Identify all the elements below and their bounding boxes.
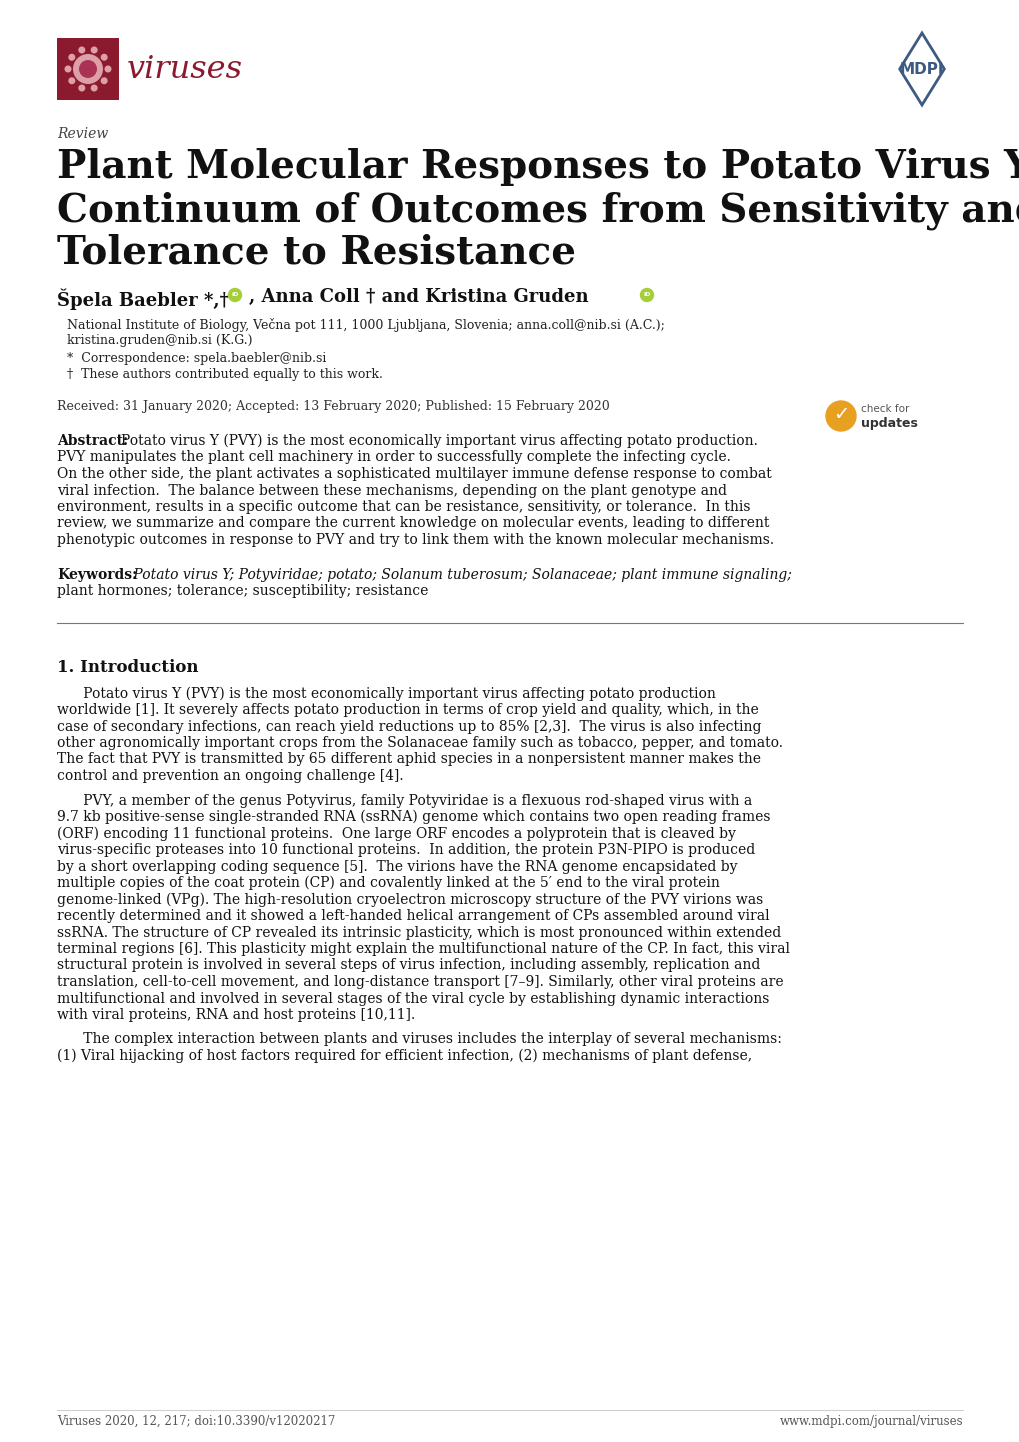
Text: *  Correspondence: spela.baebler@nib.si: * Correspondence: spela.baebler@nib.si [67,352,326,365]
Text: PVY manipulates the plant cell machinery in order to successfully complete the i: PVY manipulates the plant cell machinery… [57,450,731,464]
Text: phenotypic outcomes in response to PVY and try to link them with the known molec: phenotypic outcomes in response to PVY a… [57,534,773,547]
Text: Keywords:: Keywords: [57,568,138,581]
Text: with viral proteins, RNA and host proteins [10,11].: with viral proteins, RNA and host protei… [57,1008,415,1022]
Text: other agronomically important crops from the Solanaceae family such as tobacco, : other agronomically important crops from… [57,735,783,750]
Text: Viruses 2020, 12, 217; doi:10.3390/v12020217: Viruses 2020, 12, 217; doi:10.3390/v1202… [57,1415,335,1428]
Text: translation, cell-to-cell movement, and long-distance transport [7–9]. Similarly: translation, cell-to-cell movement, and … [57,975,783,989]
Circle shape [78,46,86,53]
Circle shape [101,78,108,84]
Text: plant hormones; tolerance; susceptibility; resistance: plant hormones; tolerance; susceptibilit… [57,584,428,598]
Circle shape [825,401,855,431]
Text: †  These authors contributed equally to this work.: † These authors contributed equally to t… [67,368,382,381]
Circle shape [640,288,653,301]
Circle shape [68,53,75,61]
Circle shape [68,78,75,84]
Text: environment, results in a specific outcome that can be resistance, sensitivity, : environment, results in a specific outco… [57,500,750,513]
Text: ✓: ✓ [832,405,849,424]
Text: virus-specific proteases into 10 functional proteins.  In addition, the protein : virus-specific proteases into 10 functio… [57,844,754,857]
Circle shape [228,288,242,301]
Circle shape [78,85,86,91]
Text: 9.7 kb positive-sense single-stranded RNA (ssRNA) genome which contains two open: 9.7 kb positive-sense single-stranded RN… [57,810,769,825]
Text: multiple copies of the coat protein (CP) and covalently linked at the 5′ end to : multiple copies of the coat protein (CP)… [57,875,719,890]
Text: (ORF) encoding 11 functional proteins.  One large ORF encodes a polyprotein that: (ORF) encoding 11 functional proteins. O… [57,826,735,841]
Text: Plant Molecular Responses to Potato Virus Y: A: Plant Molecular Responses to Potato Viru… [57,149,1019,186]
Text: terminal regions [6]. This plasticity might explain the multifunctional nature o: terminal regions [6]. This plasticity mi… [57,942,790,956]
Text: The complex interaction between plants and viruses includes the interplay of sev: The complex interaction between plants a… [57,1032,782,1047]
Text: multifunctional and involved in several stages of the viral cycle by establishin: multifunctional and involved in several … [57,992,768,1005]
FancyBboxPatch shape [57,37,119,99]
Text: viral infection.  The balance between these mechanisms, depending on the plant g: viral infection. The balance between the… [57,483,727,497]
Circle shape [73,53,103,84]
Text: Potato virus Y (PVY) is the most economically important virus affecting potato p: Potato virus Y (PVY) is the most economi… [121,434,757,448]
Text: PVY, a member of the genus Potyvirus, family Potyviridae is a flexuous rod-shape: PVY, a member of the genus Potyvirus, fa… [57,793,752,808]
Text: recently determined and it showed a left-handed helical arrangement of CPs assem: recently determined and it showed a left… [57,908,769,923]
Text: control and prevention an ongoing challenge [4].: control and prevention an ongoing challe… [57,769,404,783]
Circle shape [78,61,97,78]
Circle shape [91,46,98,53]
Text: Potato virus Y (PVY) is the most economically important virus affecting potato p: Potato virus Y (PVY) is the most economi… [57,686,715,701]
Text: Tolerance to Resistance: Tolerance to Resistance [57,234,576,273]
Circle shape [104,65,111,72]
Text: Received: 31 January 2020; Accepted: 13 February 2020; Published: 15 February 20: Received: 31 January 2020; Accepted: 13 … [57,399,609,412]
Text: by a short overlapping coding sequence [5].  The virions have the RNA genome enc: by a short overlapping coding sequence [… [57,859,737,874]
Text: MDPI: MDPI [899,62,944,76]
Circle shape [64,65,71,72]
Text: www.mdpi.com/journal/viruses: www.mdpi.com/journal/viruses [779,1415,962,1428]
Text: Review: Review [57,127,108,141]
Text: structural protein is involved in several steps of virus infection, including as: structural protein is involved in severa… [57,959,759,972]
Text: iD: iD [643,293,650,297]
Circle shape [101,53,108,61]
Text: (1) Viral hijacking of host factors required for efficient infection, (2) mechan: (1) Viral hijacking of host factors requ… [57,1048,751,1063]
Text: Continuum of Outcomes from Sensitivity and: Continuum of Outcomes from Sensitivity a… [57,190,1019,229]
Text: review, we summarize and compare the current knowledge on molecular events, lead: review, we summarize and compare the cur… [57,516,768,531]
Text: iD: iD [231,293,238,297]
Text: Špela Baebler *,†: Špela Baebler *,† [57,288,229,310]
Text: ssRNA. The structure of CP revealed its intrinsic plasticity, which is most pron: ssRNA. The structure of CP revealed its … [57,926,781,940]
Text: genome-linked (VPg). The high-resolution cryoelectron microscopy structure of th: genome-linked (VPg). The high-resolution… [57,893,762,907]
Text: , Anna Coll † and Kristina Gruden: , Anna Coll † and Kristina Gruden [249,288,588,306]
Text: case of secondary infections, can reach yield reductions up to 85% [2,3].  The v: case of secondary infections, can reach … [57,720,761,734]
Text: 1. Introduction: 1. Introduction [57,659,199,675]
Circle shape [91,85,98,91]
Text: viruses: viruses [127,53,243,85]
Text: worldwide [1]. It severely affects potato production in terms of crop yield and : worldwide [1]. It severely affects potat… [57,704,758,717]
Text: Abstract:: Abstract: [57,434,128,448]
Text: check for: check for [860,404,909,414]
Text: National Institute of Biology, Večna pot 111, 1000 Ljubljana, Slovenia; anna.col: National Institute of Biology, Večna pot… [67,319,664,332]
Text: On the other side, the plant activates a sophisticated multilayer immune defense: On the other side, the plant activates a… [57,467,771,482]
Text: kristina.gruden@nib.si (K.G.): kristina.gruden@nib.si (K.G.) [67,335,253,348]
Text: The fact that PVY is transmitted by 65 different aphid species in a nonpersisten: The fact that PVY is transmitted by 65 d… [57,753,760,767]
Text: Potato virus Y; Potyviridae; potato; Solanum tuberosum; Solanaceae; plant immune: Potato virus Y; Potyviridae; potato; Sol… [128,568,791,581]
Text: updates: updates [860,417,917,430]
